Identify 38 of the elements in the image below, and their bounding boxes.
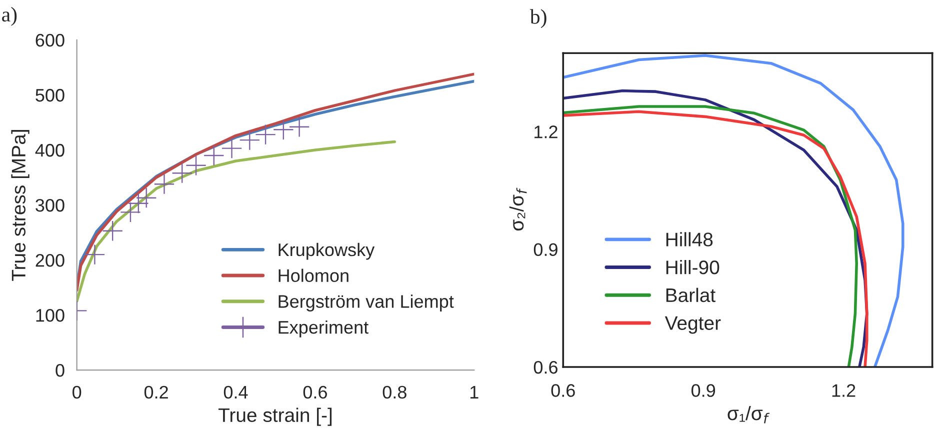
legend-label: Vegter [664, 316, 721, 334]
point [222, 138, 242, 158]
x-tick-label: 0.6 [303, 386, 327, 399]
text: b) [530, 9, 546, 28]
x-tick-label: 1 [470, 386, 478, 398]
legend-label: Experiment [278, 320, 368, 338]
point [289, 117, 310, 137]
y-tick-label: 600 [36, 34, 64, 47]
y-tick-label: 500 [36, 88, 64, 102]
legend-label: Barlat [666, 288, 716, 302]
x-tick-label: 0.6 [551, 384, 575, 397]
y-tick-label: 0.6 [534, 360, 558, 374]
legend-label: Hill48 [666, 232, 713, 246]
legend-label: Hill-90 [666, 260, 720, 274]
y-tick-label: 0 [56, 364, 64, 377]
y-tick-label: 300 [36, 198, 64, 212]
point [120, 202, 140, 222]
x-axis-title: True strain [-] [218, 408, 332, 426]
point [154, 174, 174, 194]
point [84, 244, 105, 264]
x-tick-label: 0.4 [224, 386, 248, 399]
x-tick-label: 0.2 [144, 386, 168, 399]
y-tick-label: 1.2 [534, 126, 558, 138]
y-axis-title: True stress [MPa] [11, 130, 30, 281]
x-tick-label: 1.2 [832, 384, 856, 397]
x-tick-label: 0.8 [382, 386, 406, 399]
legend-label: Holomon [278, 268, 348, 282]
y-axis-title: σ₂/σ$_{f}$ [509, 188, 527, 231]
y-tick-label: 100 [36, 308, 64, 322]
x-tick-label: 0.9 [691, 384, 716, 397]
legend-label: Krupkowsky [278, 242, 375, 260]
text: a) [2, 6, 17, 26]
y-tick-label: 400 [35, 144, 64, 157]
x-tick-label: 0 [72, 386, 82, 399]
y-tick-label: 0.9 [534, 243, 558, 256]
y-tick-label: 200 [36, 254, 64, 267]
x-axis-title: σ₁/σ$_{f}$ [728, 406, 770, 424]
legend-label: Bergström van Liempt [278, 294, 454, 312]
